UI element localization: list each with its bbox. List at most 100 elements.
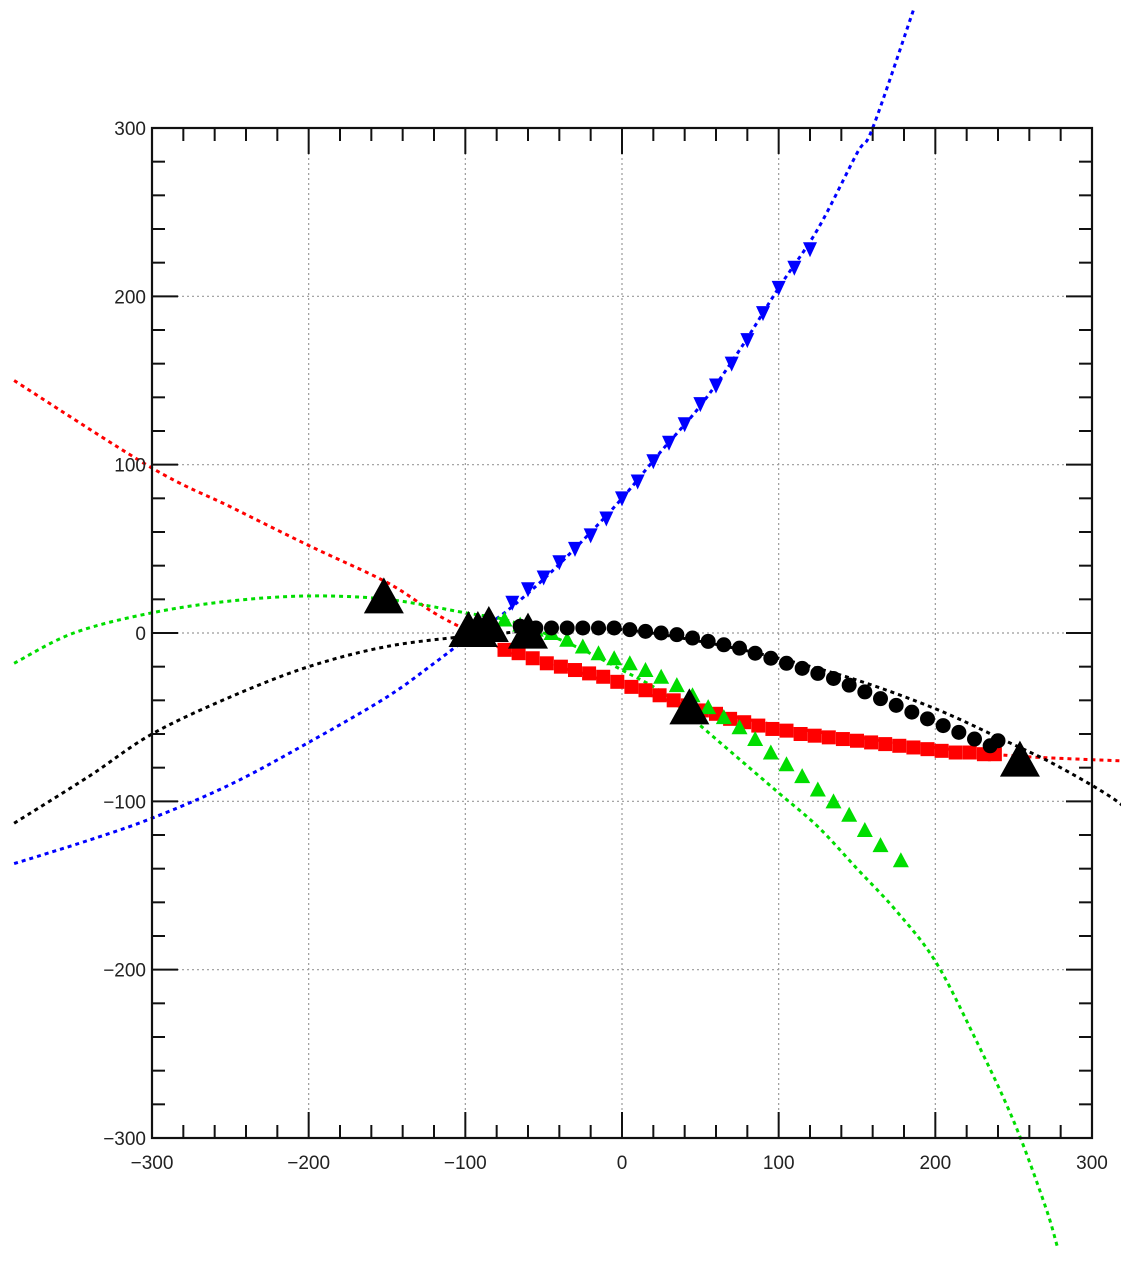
black-big-triangle-point xyxy=(363,577,404,614)
y-tick-label: −100 xyxy=(103,792,146,813)
blue-triangle-down-point xyxy=(662,435,676,451)
black-big-triangle-point xyxy=(669,688,710,725)
red-square-point xyxy=(934,743,949,758)
grid-layer xyxy=(152,128,1092,1138)
blue-triangle-down-point xyxy=(646,454,661,470)
red-square-point xyxy=(582,666,597,681)
green-triangle-point xyxy=(747,731,764,747)
red-square-point xyxy=(835,732,850,747)
x-tick-label: −300 xyxy=(131,1153,174,1174)
red-square-point xyxy=(962,745,977,760)
black-circle-point xyxy=(841,677,857,693)
red-square-point xyxy=(638,683,653,698)
black-circle-point xyxy=(826,670,841,686)
red-square-point xyxy=(511,646,526,661)
red-square-point xyxy=(892,738,907,753)
y-tick-label: −200 xyxy=(103,961,146,982)
green-triangle-point xyxy=(892,852,909,868)
red-square-point xyxy=(624,679,639,694)
y-tick-label: −300 xyxy=(103,1129,146,1150)
blue-triangle-down-point xyxy=(583,528,598,544)
blue-triangle-down-point xyxy=(552,555,567,571)
black-circle-point xyxy=(575,620,591,636)
red-square-point xyxy=(568,663,582,678)
red-square-point xyxy=(821,730,836,745)
black-circle-point xyxy=(700,633,716,649)
black-circle-point xyxy=(935,718,951,734)
black-circle-point xyxy=(669,627,685,643)
black-big-triangle-point xyxy=(468,605,509,642)
green-triangle-point xyxy=(621,655,638,671)
red-square-point xyxy=(553,659,568,674)
blue-triangle-down-point xyxy=(615,491,629,507)
black-circle-point xyxy=(716,637,732,653)
tick-layer xyxy=(151,127,1093,1139)
red-square-point xyxy=(751,718,766,733)
green-triangle-point xyxy=(762,744,779,760)
red-square-point xyxy=(920,742,935,757)
red-square-point xyxy=(765,721,780,736)
black-big-triangle-point xyxy=(999,740,1040,777)
black-circle-point xyxy=(763,650,779,666)
black-circle-point xyxy=(857,684,873,700)
blue-triangle-down-point xyxy=(505,595,520,611)
red-square-point xyxy=(864,735,879,750)
plot-frame xyxy=(150,126,1094,1140)
blue-triangle-down-point xyxy=(740,333,755,349)
green-triangle-point xyxy=(559,631,576,647)
x-tick-label: −100 xyxy=(444,1153,487,1174)
y-tick-label: 0 xyxy=(135,624,146,645)
blue-triangle-down-point xyxy=(787,260,802,276)
red-fit-curve xyxy=(13,379,1121,763)
blue-triangle-down-point xyxy=(521,582,535,598)
black-circle-point xyxy=(747,645,763,661)
black-circle-point xyxy=(544,620,559,636)
green-triangle-point xyxy=(590,645,607,661)
green-triangle-point xyxy=(715,709,732,725)
green-triangle-point xyxy=(574,638,591,654)
black-circle-point xyxy=(779,655,794,671)
red-square-point xyxy=(652,688,667,703)
black-circle-point xyxy=(685,630,700,646)
black-circle-point xyxy=(653,625,669,641)
blue-triangle-down-point xyxy=(693,397,708,413)
black-circle-point xyxy=(732,640,747,656)
blue-triangle-down-point xyxy=(709,378,723,394)
green-triangle-point xyxy=(653,668,670,684)
marker-layer xyxy=(363,242,1040,868)
black-circle-point xyxy=(951,724,967,740)
green-triangle-point xyxy=(856,821,873,837)
green-triangle-point xyxy=(809,781,826,797)
y-tick-label: 300 xyxy=(114,119,146,140)
black-circle-point xyxy=(873,691,888,707)
x-tick-label: 300 xyxy=(1076,1153,1108,1174)
green-triangle-point xyxy=(496,611,513,627)
black-circle-point xyxy=(622,622,638,638)
green-fit-curve xyxy=(13,594,1059,1248)
blue-triangle-down-point xyxy=(630,474,645,490)
blue-triangle-down-point xyxy=(771,280,786,296)
red-square-point xyxy=(878,737,893,752)
green-triangle-point xyxy=(731,719,748,735)
blue-triangle-down-point xyxy=(568,541,582,557)
axis-labels: −300 −200 −100 0 100 200 300 −300 −200 −100 0 100 20… xyxy=(103,119,1108,1174)
green-triangle-point xyxy=(606,650,623,666)
black-circle-point xyxy=(606,620,622,636)
red-square-point xyxy=(539,656,554,671)
red-square-point xyxy=(525,651,540,666)
red-square-point xyxy=(906,740,921,755)
black-circle-point xyxy=(904,704,920,720)
x-tick-label: 200 xyxy=(919,1153,951,1174)
blue-fit-curve xyxy=(13,9,915,866)
red-square-point xyxy=(596,669,611,684)
x-tick-label: 100 xyxy=(763,1153,795,1174)
black-circle-point xyxy=(559,620,575,636)
green-triangle-point xyxy=(637,662,654,678)
red-square-point xyxy=(793,727,808,741)
green-triangle-point xyxy=(700,699,717,715)
red-square-point xyxy=(948,745,963,760)
red-square-point xyxy=(610,674,625,689)
black-circle-point xyxy=(990,733,1006,749)
black-circle-point xyxy=(810,665,826,681)
